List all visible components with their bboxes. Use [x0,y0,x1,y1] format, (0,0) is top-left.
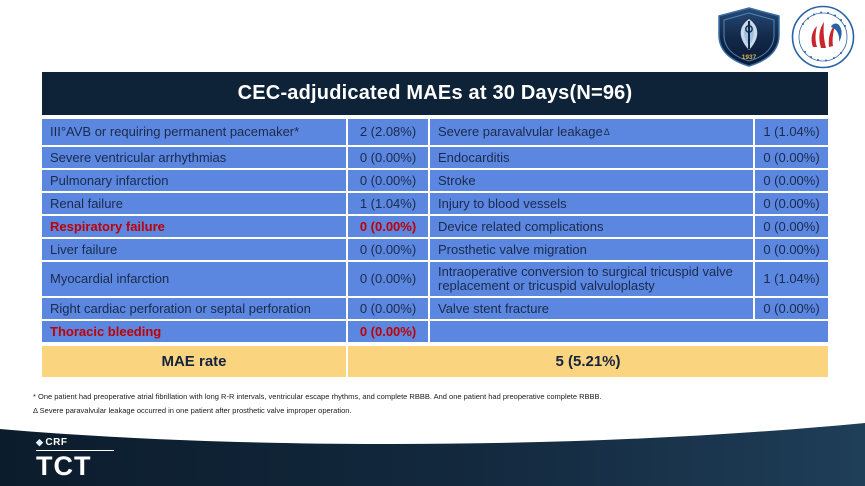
table-cell-right-value: 0 (0.00%) [755,147,828,168]
table-cell-right-label: Endocarditis [430,147,753,168]
footnotes: * One patient had preoperative atrial fi… [33,390,823,418]
table-cell-right-value: 1 (1.04%) [755,119,828,145]
table-cell-left-label-highlighted: Respiratory failure [42,216,346,237]
table-cell-right-label: Device related complications [430,216,753,237]
crf-logo-row: ◆ CRF [36,437,114,448]
crf-label: CRF [45,437,68,448]
table-cell-left-label: Right cardiac perforation or septal perf… [42,298,346,319]
table-cell-left-value-highlighted: 0 (0.00%) [348,321,428,342]
table-cell-right-label: Valve stent fracture [430,298,753,319]
research-center-round-logo-icon [791,5,855,69]
table-cell-left-label: Renal failure [42,193,346,214]
table-cell-empty-merged [430,321,828,342]
table-title: CEC-adjudicated MAEs at 30 Days(N=96) [42,72,828,117]
bottom-curve-band [0,423,865,486]
table-cell-right-value: 1 (1.04%) [755,262,828,296]
table-cell-right-value: 0 (0.00%) [755,298,828,319]
table-cell-left-value-highlighted: 0 (0.00%) [348,216,428,237]
table-cell-left-label: Liver failure [42,239,346,260]
table-cell-right-value: 0 (0.00%) [755,193,828,214]
logo-group: 1937 [715,5,855,69]
table-cell-left-label: III°AVB or requiring permanent pacemaker… [42,119,346,145]
right-label-text: Severe paravalvular leakage [438,124,603,139]
table-cell-left-label: Severe ventricular arrhythmias [42,147,346,168]
table-cell-right-label: Prosthetic valve migration [430,239,753,260]
table-cell-right-label: Injury to blood vessels [430,193,753,214]
shield-year-label: 1937 [742,54,757,61]
footnote-delta: Δ Severe paravalvular leakage occurred i… [33,406,352,415]
table-cell-right-label: Severe paravalvular leakage Δ [430,119,753,145]
mae-table: CEC-adjudicated MAEs at 30 Days(N=96) II… [42,72,828,377]
table-cell-right-label: Stroke [430,170,753,191]
table-cell-right-value: 0 (0.00%) [755,216,828,237]
table-body: III°AVB or requiring permanent pacemaker… [42,119,828,342]
table-cell-left-value: 0 (0.00%) [348,147,428,168]
mae-rate-label: MAE rate [42,346,346,377]
table-cell-left-value: 0 (0.00%) [348,239,428,260]
crf-tct-logo: ◆ CRF TCT [36,437,114,481]
table-cell-left-value: 0 (0.00%) [348,298,428,319]
mae-rate-value: 5 (5.21%) [348,346,828,377]
summary-row: MAE rate 5 (5.21%) [42,346,828,377]
table-cell-left-label: Myocardial infarction [42,262,346,296]
table-cell-left-label: Pulmonary infarction [42,170,346,191]
footnote-asterisk: * One patient had preoperative atrial fi… [33,392,602,401]
crf-divider-line [36,450,114,451]
table-cell-left-value: 2 (2.08%) [348,119,428,145]
hospital-shield-logo-icon: 1937 [718,7,780,67]
table-cell-left-label-highlighted: Thoracic bleeding [42,321,346,342]
table-cell-right-value: 0 (0.00%) [755,170,828,191]
tct-label: TCT [36,451,92,481]
table-cell-left-value: 0 (0.00%) [348,170,428,191]
table-cell-right-label: Intraoperative conversion to surgical tr… [430,262,753,296]
table-cell-left-value: 0 (0.00%) [348,262,428,296]
table-cell-right-value: 0 (0.00%) [755,239,828,260]
crf-diamond-icon: ◆ [36,437,44,447]
table-cell-left-value: 1 (1.04%) [348,193,428,214]
